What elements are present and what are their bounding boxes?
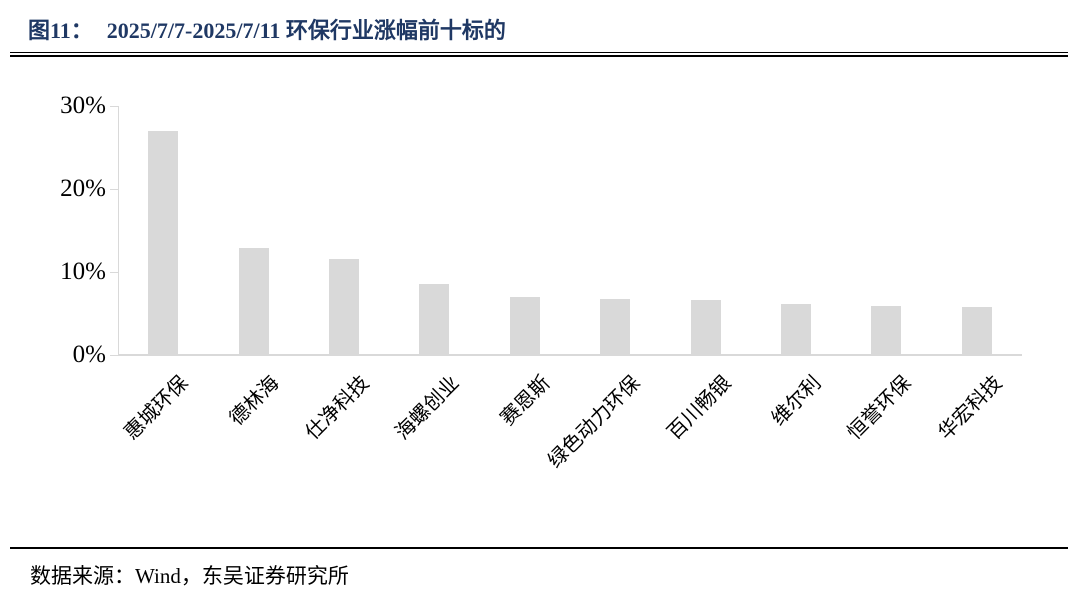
x-axis-tick-label: 惠城环保	[120, 372, 193, 445]
x-axis-tick-label: 绿色动力环保	[544, 372, 645, 473]
bar-惠城环保	[148, 130, 179, 355]
bar-华宏科技	[961, 306, 992, 355]
figure-header: 图11： 2025/7/7-2025/7/11 环保行业涨幅前十标的	[28, 13, 506, 45]
bar-德林海	[238, 247, 269, 355]
y-axis-tick-label: 10%	[60, 258, 106, 285]
x-axis-tick-label: 维尔利	[767, 372, 826, 430]
y-axis-tick	[110, 188, 119, 190]
bar-维尔利	[781, 303, 811, 355]
x-axis-tick-label: 德林海	[225, 372, 284, 430]
bar-仕净科技	[329, 258, 359, 355]
y-axis-line	[118, 106, 119, 355]
bar-赛恩斯	[509, 296, 540, 355]
figure-title: 2025/7/7-2025/7/11 环保行业涨幅前十标的	[106, 18, 506, 43]
bar-绿色动力环保	[600, 299, 631, 355]
data-source-text: 数据来源：Wind，东吴证券研究所	[30, 564, 349, 588]
x-axis-line	[118, 354, 1022, 356]
bar-chart: 0% 10% 20% 30% 惠城环保 德林海 仕净科技 海螺创业 赛恩斯 绿色动力环保 百川畅银维…	[60, 92, 1022, 473]
x-axis-tick-label: 华宏科技	[934, 372, 1007, 445]
title-divider-line	[10, 52, 1068, 57]
bar-海螺创业	[419, 284, 450, 355]
y-axis-tick-label: 0%	[72, 341, 106, 368]
y-axis-tick-label: 20%	[60, 175, 106, 202]
x-axis-tick-label: 赛恩斯	[496, 372, 555, 430]
footer-divider-line	[10, 547, 1068, 549]
y-axis-tick	[110, 354, 119, 356]
x-axis-tick-label: 百川畅银	[663, 372, 736, 445]
y-axis-tick	[110, 105, 119, 107]
figure-number-label: 图11：	[28, 18, 93, 43]
y-axis-tick	[110, 271, 119, 273]
bar-恒誉环保	[871, 306, 902, 355]
bar-百川畅银	[690, 300, 721, 355]
x-axis-tick-label: 仕净科技	[301, 372, 374, 445]
x-axis-tick-label: 海螺创业	[391, 372, 464, 445]
x-axis-tick-label: 恒誉环保	[843, 372, 916, 445]
y-axis-tick-label: 30%	[60, 92, 106, 119]
